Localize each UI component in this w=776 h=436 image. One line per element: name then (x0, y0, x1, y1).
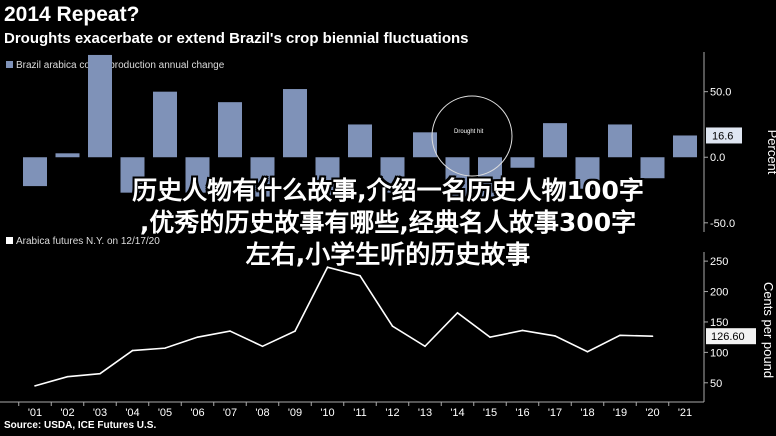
x-tick-label-07: '07 (223, 407, 237, 419)
overlay-text-line-1: 历史人物有什么故事,介绍一名历史人物100字 (132, 176, 644, 205)
line-y-axis-title: Cents per pound (761, 282, 776, 378)
chart-subtitle: Droughts exacerbate or extend Brazil's c… (4, 30, 469, 47)
x-tick-label-04: '04 (125, 407, 139, 419)
line-y-tick-label: 100 (710, 347, 728, 359)
x-tick-label-09: '09 (288, 407, 302, 419)
price-point-19 (619, 334, 621, 337)
price-point-01 (34, 385, 36, 387)
price-point-18 (586, 350, 589, 353)
x-tick-label-10: '10 (320, 407, 334, 419)
price-point-12 (391, 325, 394, 328)
price-point-09 (294, 330, 296, 332)
bar-02 (55, 153, 80, 158)
price-point-17 (554, 335, 556, 337)
price-point-04 (131, 349, 134, 352)
bar-03 (88, 54, 112, 158)
legend-swatch-line (6, 237, 13, 244)
bar-19 (608, 124, 632, 158)
price-point-14 (456, 312, 459, 314)
line-y-tick-label: 250 (710, 256, 728, 268)
x-tick-label-12: '12 (385, 407, 399, 419)
x-tick-label-13: '13 (418, 407, 432, 419)
line-y-tick-label: 150 (710, 317, 728, 329)
overlay-text-line-2: ,优秀的历史故事有哪些,经典名人故事300字 (139, 208, 637, 237)
x-tick-label-21: '21 (678, 407, 692, 419)
overlay-text-line-3: 左右,小学生听的历史故事 (245, 240, 531, 269)
price-point-07 (229, 330, 231, 332)
bar-10 (315, 157, 340, 197)
price-point-15 (489, 336, 491, 338)
price-point-03 (99, 372, 101, 375)
line-last-value-box (706, 328, 756, 345)
line-chart-panel: Arabica futures N.Y. on 12/17/20 250 200 15… (6, 236, 776, 402)
price-point-20 (651, 335, 654, 337)
bar-20 (640, 157, 665, 179)
bar-last-value-box (706, 127, 742, 144)
bar-09 (283, 89, 307, 158)
x-tick-label-11: '11 (353, 407, 367, 419)
bar-05 (153, 91, 177, 158)
bar-y-axis-title: Percent (765, 130, 776, 175)
x-tick-label-16: '16 (515, 407, 529, 419)
bar-16 (510, 157, 535, 168)
chart-title: 2014 Repeat? (4, 3, 140, 26)
price-point-06 (196, 336, 199, 338)
legend-swatch-bar (6, 61, 13, 68)
x-tick-label-03: '03 (93, 407, 107, 419)
x-tick-label-02: '02 (60, 407, 74, 419)
bar-08 (250, 157, 275, 197)
price-point-05 (164, 347, 166, 349)
bar-15 (478, 157, 502, 197)
drought-annotation-label: Drought hit (454, 129, 484, 135)
price-point-10 (326, 266, 329, 269)
line-y-tick-label: 50 (710, 378, 722, 390)
x-tick-label-01: '01 (28, 407, 42, 419)
bar-21 (673, 135, 697, 158)
x-tick-label-15: '15 (483, 407, 497, 419)
price-point-02 (66, 375, 69, 378)
x-axis: '01 '02 '03 '04 '05 '06 '07 '08 '09 '10 '11 '12 '13 '… (0, 401, 704, 419)
x-tick-label-08: '08 (255, 407, 269, 419)
x-tick-label-06: '06 (190, 407, 204, 419)
bar-14 (445, 157, 470, 197)
bar-07 (218, 102, 242, 158)
x-tick-label-19: '19 (613, 407, 627, 419)
bar-06 (185, 157, 210, 193)
price-point-16 (521, 329, 524, 332)
legend-label-bar: Brazil arabica coffee production annual … (16, 60, 225, 71)
bar-y-tick-label: 50.0 (710, 87, 731, 99)
price-point-13 (424, 345, 426, 348)
drought-annotation-circle (431, 95, 513, 177)
legend-label-line: Arabica futures N.Y. on 12/17/20 (16, 236, 160, 247)
bar-y-tick-label: -50.0 (710, 218, 735, 230)
x-tick-label-20: '20 (645, 407, 659, 419)
price-line-series (34, 266, 653, 387)
bar-18 (575, 157, 600, 189)
bar-17 (543, 123, 567, 158)
bar-11 (348, 124, 372, 158)
bar-04 (120, 157, 145, 193)
line-y-tick-label: 200 (710, 287, 728, 299)
line-last-value-label: 126.60 (711, 331, 745, 343)
bar-12 (380, 157, 405, 193)
bar-y-tick-label: 0.0 (710, 152, 725, 164)
x-tick-label-05: '05 (158, 407, 172, 419)
source-note: Source: USDA, ICE Futures U.S. (4, 420, 157, 431)
price-point-08 (261, 345, 264, 348)
bar-last-value-label: 16.6 (712, 130, 733, 142)
x-tick-label-17: '17 (548, 407, 562, 419)
x-tick-label-18: '18 (580, 407, 594, 419)
bar-01 (23, 157, 47, 187)
price-point-11 (359, 274, 361, 277)
bar-chart-panel: Brazil arabica coffee production annual … (6, 52, 776, 232)
x-tick-label-14: '14 (450, 407, 464, 419)
